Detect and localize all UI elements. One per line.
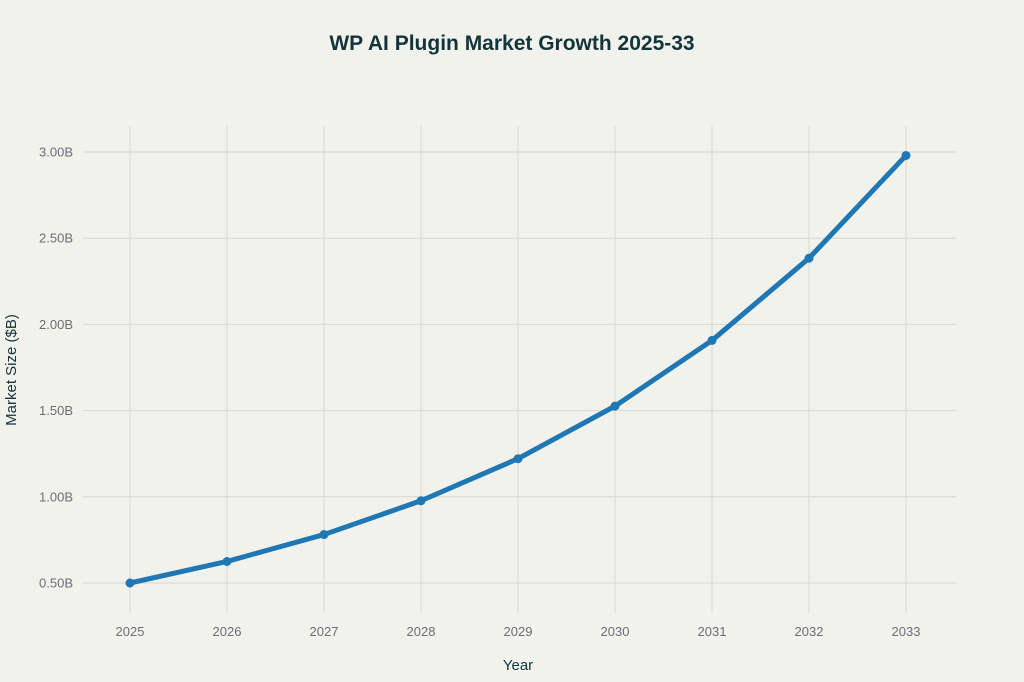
data-point-2028[interactable] (416, 496, 426, 506)
y-tick-label: 2.00B (39, 317, 73, 332)
x-tick-label: 2030 (601, 624, 630, 639)
x-axis-title: Year (503, 657, 533, 674)
x-tick-label: 2027 (310, 624, 339, 639)
data-point-2026[interactable] (222, 556, 232, 566)
y-axis-title: Market Size ($B) (3, 314, 20, 426)
y-tick-label: 1.00B (39, 489, 73, 504)
y-tick-label: 2.50B (39, 231, 73, 246)
data-point-2025[interactable] (125, 578, 135, 588)
x-axis: 2025 2026 2027 2028 2029 2030 2031 2032 2033 (116, 624, 921, 639)
data-point-2029[interactable] (513, 454, 523, 464)
data-point-2031[interactable] (707, 335, 717, 345)
y-tick-label: 3.00B (39, 145, 73, 160)
x-tick-label: 2033 (892, 624, 921, 639)
y-tick-label: 0.50B (39, 576, 73, 591)
x-tick-label: 2028 (407, 624, 436, 639)
x-tick-label: 2026 (213, 624, 242, 639)
data-point-2033[interactable] (901, 150, 911, 160)
y-tick-label: 1.50B (39, 403, 73, 418)
data-point-2032[interactable] (804, 253, 814, 263)
gridlines (83, 126, 956, 613)
data-point-2030[interactable] (610, 401, 620, 411)
chart-title: WP AI Plugin Market Growth 2025-33 (329, 32, 694, 55)
x-tick-label: 2031 (698, 624, 727, 639)
series-market-size (125, 150, 911, 588)
data-point-2027[interactable] (319, 530, 329, 540)
x-tick-label: 2025 (116, 624, 145, 639)
x-tick-label: 2032 (795, 624, 824, 639)
x-tick-label: 2029 (504, 624, 533, 639)
y-axis: 0.50B 1.00B 1.50B 2.00B 2.50B 3.00B (39, 145, 73, 591)
